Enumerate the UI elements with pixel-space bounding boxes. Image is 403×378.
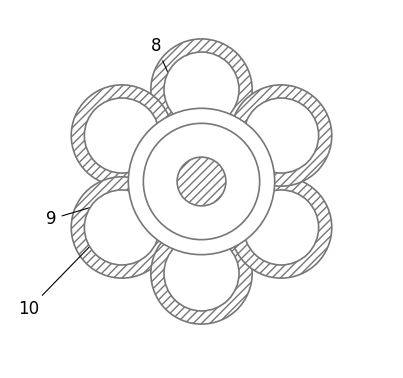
Circle shape <box>84 190 160 265</box>
Circle shape <box>71 85 172 186</box>
Circle shape <box>231 85 332 186</box>
Circle shape <box>243 98 319 173</box>
Text: 9: 9 <box>46 190 150 228</box>
Circle shape <box>143 123 260 240</box>
Circle shape <box>128 108 275 255</box>
Circle shape <box>71 177 172 278</box>
Circle shape <box>243 190 319 265</box>
Text: 10: 10 <box>18 243 93 318</box>
Text: 8: 8 <box>151 37 182 104</box>
Circle shape <box>231 177 332 278</box>
Circle shape <box>151 39 252 140</box>
Circle shape <box>151 223 252 324</box>
Circle shape <box>177 157 226 206</box>
Circle shape <box>164 236 239 311</box>
Circle shape <box>84 98 160 173</box>
Circle shape <box>164 52 239 127</box>
